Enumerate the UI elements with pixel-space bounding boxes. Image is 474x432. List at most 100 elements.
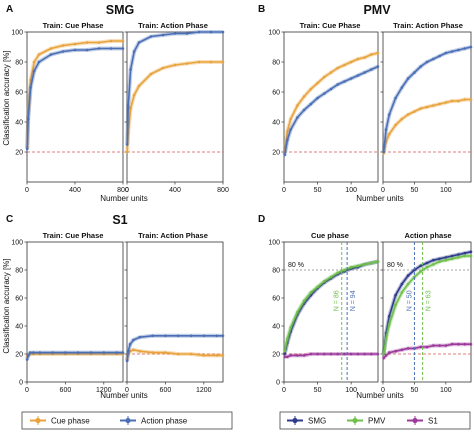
plot-d-right-series-point-1 — [382, 352, 385, 356]
plot-b-left-series-point-0 — [302, 95, 306, 98]
plot-a-right-series-point-1 — [173, 32, 177, 35]
plot-d-left-series-point-1 — [286, 337, 289, 340]
plot-d-left-series-point-2 — [309, 352, 313, 356]
plot-b-right-series-point-0 — [463, 98, 467, 101]
plot-b-right-series-point-1 — [413, 71, 416, 74]
x-axis-label-b: Number units — [356, 194, 404, 203]
plot-a-left-ytick-label: 20 — [15, 150, 23, 157]
plot-a-right-series-point-0 — [209, 60, 213, 64]
plot-b-left-series-point-1 — [329, 87, 333, 91]
plot-c-right-series-point-0 — [138, 349, 142, 353]
plot-b-right-series-point-1 — [463, 47, 467, 50]
plot-b-left-series-line-0 — [283, 52, 379, 153]
plot-c-right-series-point-0 — [215, 354, 218, 357]
plot-b-left-series-point-0 — [329, 71, 333, 74]
y-axis-label-c: Classification accuracy [%] — [2, 258, 11, 353]
plot-d-right-series-point-0 — [425, 261, 429, 265]
plot-d-left-series-point-1 — [363, 263, 366, 266]
plot-b-left-series-point-0 — [289, 117, 293, 121]
plot-d-right: 80 % 0 50 100 N = 50 N = 63 — [380, 241, 473, 394]
plot-a-right-series-point-0 — [173, 63, 177, 67]
plot-d-left-series-point-1 — [283, 349, 287, 353]
plot-b-right-series-point-1 — [450, 50, 454, 53]
plot-c-right-series-point-1 — [176, 334, 180, 338]
plot-b-left-ytick-label: 60 — [272, 90, 280, 97]
plot-b-right-series-point-1 — [469, 45, 473, 49]
plot-c-left-ytick-label: 100 — [11, 240, 23, 247]
plot-c-right-xtick-label: 600 — [160, 387, 172, 394]
legend-right: SMG PMV S1 — [279, 411, 471, 430]
plot-b-right-series-point-1 — [457, 48, 460, 52]
plot-b-left-series-point-1 — [356, 74, 360, 77]
plot-a-right-series-point-0 — [129, 107, 132, 110]
plot-b-right-series-line-1 — [382, 46, 472, 153]
legend-label-cue: Cue phase — [51, 417, 90, 426]
plot-c-right-series-point-1 — [128, 342, 132, 346]
plot-d-right-xtick-label: 50 — [411, 387, 419, 394]
plot-d-left-series-point-2 — [283, 355, 287, 359]
plot-d-right-series-point-1 — [438, 260, 441, 263]
plot-b-left-xtick-label: 0 — [282, 187, 286, 194]
plot-b-right-series-point-1 — [432, 57, 435, 61]
plot-d-right-series-point-1 — [444, 258, 448, 262]
plot-a-left-xtick-label: 400 — [69, 187, 81, 194]
plot-d-right-series-point-1 — [400, 291, 404, 294]
plot-b-right-xtick-label: 50 — [411, 187, 419, 194]
plot-c-right-series-point-0 — [202, 354, 206, 357]
plot-d-right-series-point-0 — [419, 264, 423, 268]
plot-b-left-series-point-1 — [376, 65, 380, 68]
plot-c-left-series-point-1 — [51, 351, 54, 354]
panel-title-s1: S1 — [112, 213, 127, 227]
legend-label-smg: SMG — [308, 417, 326, 426]
plot-c-left-series-point-1 — [27, 354, 30, 357]
plot-a-left-series-point-0 — [61, 44, 65, 47]
plot-d-left-series-point-0 — [283, 352, 287, 356]
plot-a-left-series-point-1 — [32, 69, 36, 73]
plot-c-right-frame — [126, 241, 224, 383]
plot-d-left-series-point-1 — [316, 285, 319, 289]
plot-b-right-series-point-0 — [450, 99, 454, 103]
plot-d-right-series-line-2 — [383, 343, 471, 359]
plot-b-left-frame — [283, 31, 379, 183]
plot-b-right-series-point-1 — [400, 86, 404, 89]
plot-d-left-series-point-1 — [302, 299, 306, 303]
plot-d-right-series-line-0 — [382, 251, 472, 355]
plot-c-left: 0 600 1200 0 20 40 60 80 100 — [11, 240, 125, 394]
plot-a-right-series-point-0 — [185, 62, 189, 65]
subplot-title-c-action: Train: Action Phase — [138, 231, 208, 240]
plot-c-left-xtick-label: 1200 — [96, 387, 112, 394]
plot-d-right-series-point-1 — [469, 254, 473, 258]
plot-d-left-series-point-1 — [336, 271, 340, 275]
plot-a-right-series-point-1 — [221, 30, 225, 34]
plot-b-left-series-point-1 — [323, 92, 326, 95]
plot-b-left-ytick-label: 100 — [268, 30, 280, 37]
plot-d-right-series-point-1 — [384, 337, 388, 340]
plot-b-left-ytick-label: 40 — [272, 120, 280, 127]
plot-b-right-series-point-1 — [438, 54, 441, 58]
plot-b-left-xtick-label: 100 — [345, 187, 357, 194]
plot-b-right-series-line-0 — [382, 98, 471, 154]
plot-c-right-xtick-label: 0 — [125, 387, 129, 394]
plot-b-right-series-point-1 — [394, 96, 397, 100]
plot-c-right: 0 600 1200 — [124, 241, 225, 394]
plot-a-left-series-point-1 — [121, 47, 125, 50]
plot-b-right-series-point-1 — [388, 113, 391, 116]
plot-d-left-threshold-label: 80 % — [288, 262, 304, 269]
x-axis-label-d: Number units — [356, 391, 404, 400]
plot-b-right: 0 50 100 — [380, 31, 473, 194]
plot-b-left-series-point-0 — [376, 51, 380, 55]
plot-b-left-series-point-0 — [370, 53, 373, 56]
plot-d-right-series-point-2 — [463, 342, 467, 346]
plot-a-left-series-point-0 — [121, 39, 125, 43]
plot-b-left-series-point-0 — [316, 81, 319, 85]
plot-d-right-series-point-1 — [419, 270, 423, 273]
plot-d-left-ytick-label: 80 — [272, 268, 280, 275]
plot-d-right-series-point-1 — [463, 254, 467, 258]
plot-b-right-frame — [382, 31, 472, 183]
plot-a-left-xtick-label: 0 — [25, 187, 29, 194]
plot-b-right-series-point-1 — [406, 77, 410, 80]
plot-b-left-series-point-0 — [336, 66, 340, 70]
subplot-title-a-action: Train: Action Phase — [138, 21, 208, 30]
